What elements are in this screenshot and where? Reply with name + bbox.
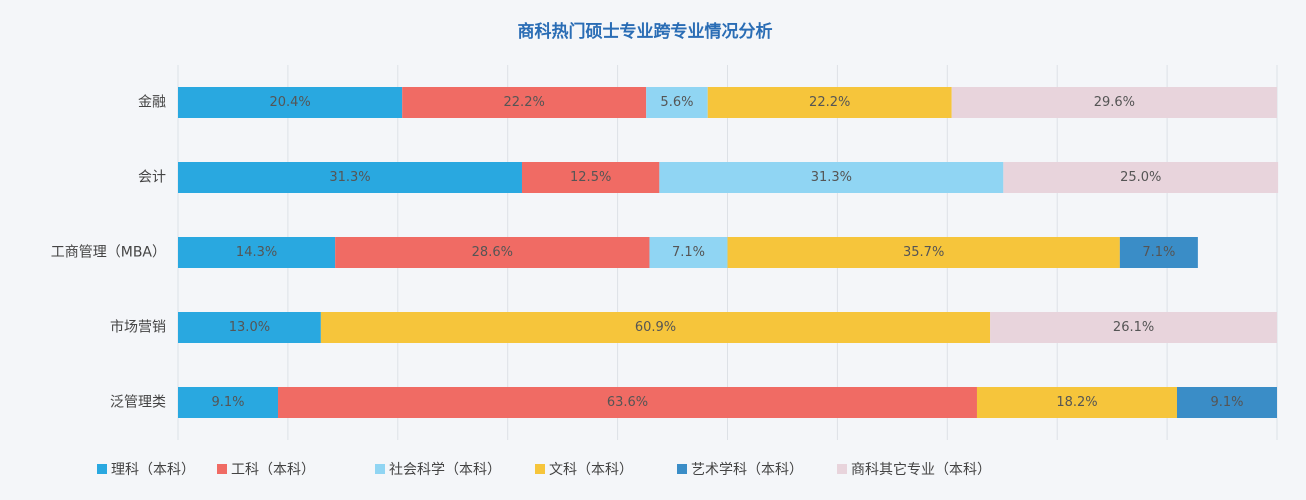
- y-tick-label: 工商管理（MBA）: [51, 245, 166, 261]
- bar-segment: [178, 387, 279, 418]
- y-tick-label: 泛管理类: [110, 395, 166, 411]
- legend-label: 文科（本科）: [549, 462, 633, 478]
- legend-label: 理科（本科）: [111, 462, 195, 478]
- legend-swatch: [375, 464, 385, 474]
- legend-label: 艺术学科（本科）: [691, 462, 803, 478]
- data-label: 9.1%: [211, 395, 244, 410]
- data-label: 13.0%: [229, 320, 270, 335]
- bar-segment: [402, 87, 647, 118]
- legend-swatch: [535, 464, 545, 474]
- data-label: 63.6%: [607, 395, 648, 410]
- bar-segment: [1119, 237, 1198, 268]
- data-label: 7.1%: [1142, 245, 1175, 260]
- bar-segment: [727, 237, 1120, 268]
- bar-segment: [646, 87, 708, 118]
- bar-segment: [707, 87, 952, 118]
- data-label: 26.1%: [1113, 320, 1154, 335]
- data-label: 14.3%: [236, 245, 277, 260]
- data-label: 22.2%: [504, 95, 545, 110]
- bar-segment: [649, 237, 728, 268]
- bar-segment: [335, 237, 650, 268]
- bar-segment: [976, 387, 1177, 418]
- bar-segment: [1176, 387, 1277, 418]
- y-tick-label: 会计: [138, 170, 166, 186]
- bar-segment: [320, 312, 991, 343]
- data-label: 12.5%: [570, 170, 611, 185]
- data-label: 29.6%: [1094, 95, 1135, 110]
- chart-title: 商科热门硕士专业跨专业情况分析: [518, 21, 773, 42]
- bar-segment: [178, 237, 336, 268]
- legend-swatch: [677, 464, 687, 474]
- bar-segment: [951, 87, 1277, 118]
- bar-segment: [521, 162, 660, 193]
- data-label: 60.9%: [635, 320, 676, 335]
- data-label: 31.3%: [811, 170, 852, 185]
- bar-segment: [990, 312, 1277, 343]
- data-label: 20.4%: [269, 95, 310, 110]
- legend-label: 工科（本科）: [231, 462, 315, 478]
- data-label: 9.1%: [1210, 395, 1243, 410]
- data-label: 31.3%: [329, 170, 370, 185]
- data-label: 5.6%: [660, 95, 693, 110]
- y-tick-label: 金融: [138, 95, 166, 111]
- data-label: 35.7%: [903, 245, 944, 260]
- bar-segment: [178, 162, 522, 193]
- legend-label: 商科其它专业（本科）: [851, 461, 991, 478]
- data-label: 25.0%: [1120, 170, 1161, 185]
- bar-segment: [178, 87, 403, 118]
- bar-segment: [178, 312, 321, 343]
- legend-swatch: [217, 464, 227, 474]
- legend-swatch: [837, 464, 847, 474]
- data-label: 22.2%: [809, 95, 850, 110]
- bar-segment: [659, 162, 1004, 193]
- legend-label: 社会科学（本科）: [389, 462, 501, 478]
- bar-segment: [278, 387, 977, 418]
- bar-segment: [1003, 162, 1279, 193]
- data-label: 18.2%: [1056, 395, 1097, 410]
- data-label: 28.6%: [472, 245, 513, 260]
- data-label: 7.1%: [672, 245, 705, 260]
- y-tick-label: 市场营销: [110, 319, 166, 336]
- legend-swatch: [97, 464, 107, 474]
